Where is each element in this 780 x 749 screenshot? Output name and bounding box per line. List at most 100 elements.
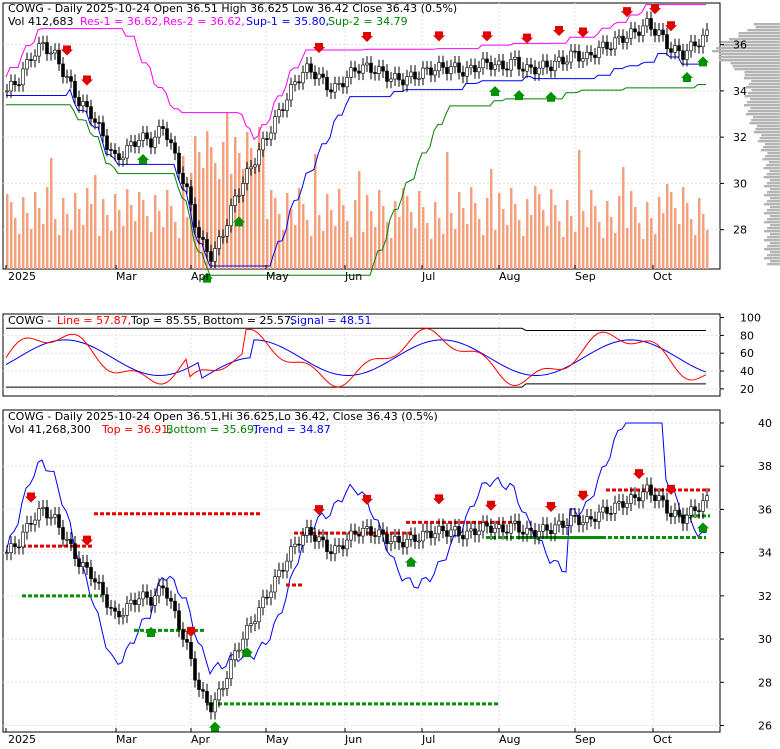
candle-body [609, 513, 613, 515]
volume-bar [306, 220, 309, 269]
candle-body [493, 64, 497, 70]
candle-body [317, 73, 321, 80]
volume-bar [210, 147, 213, 269]
candle-body [505, 531, 509, 534]
profile-bar [720, 41, 780, 44]
candle-body [281, 569, 285, 572]
x-tick-label: 2025 [8, 270, 36, 283]
candle-body [353, 530, 357, 535]
volume-bar [434, 202, 437, 269]
volume-bar [102, 199, 105, 269]
profile-bar [768, 161, 780, 164]
candle-body [521, 531, 525, 535]
volume-bar [106, 215, 109, 269]
down-arrow [61, 45, 73, 56]
candle-body [221, 235, 225, 238]
candle-body [425, 67, 429, 70]
volume-bar [554, 205, 557, 269]
volume-bar [482, 235, 485, 269]
volume-bar [78, 209, 81, 269]
profile-bar [770, 251, 780, 254]
candle-body [577, 515, 581, 526]
volume-bar [266, 219, 269, 269]
profile-bar [729, 38, 780, 41]
volume-bar [326, 194, 329, 269]
candle-body [357, 533, 361, 537]
profile-bar [764, 248, 780, 251]
candle-body [573, 515, 577, 517]
profile-bar [753, 131, 780, 134]
profile-bar [744, 71, 780, 74]
volume-bar [566, 200, 569, 269]
volume-bar [498, 193, 501, 269]
volume-bar [678, 224, 681, 269]
candle-body [9, 543, 13, 553]
candle-body [217, 688, 221, 701]
res2-label: Res-2 = 36.62, [163, 15, 245, 28]
candle-body [505, 68, 509, 71]
candle-body [465, 67, 469, 77]
candle-body [89, 567, 93, 580]
candle-body [537, 67, 541, 75]
candle-body [201, 237, 205, 240]
y-tick-label: 26 [758, 720, 772, 733]
volume-bar [570, 216, 573, 269]
candle-body [205, 239, 209, 252]
candle-body [433, 533, 437, 539]
volume-bar [370, 211, 373, 269]
volume-bar [110, 231, 113, 269]
profile-bar [753, 23, 780, 26]
candle-body [121, 157, 125, 160]
y-tick-label: 34 [733, 85, 747, 98]
candle-body [697, 45, 701, 48]
candle-body [481, 522, 485, 532]
candle-body [117, 153, 121, 160]
candle-body [209, 251, 213, 262]
candle-body [193, 658, 197, 681]
candle-body [613, 37, 617, 50]
candle-body [165, 587, 169, 599]
oscillator-bottom-line [6, 383, 706, 388]
candle-body [417, 540, 421, 543]
x-tick-label: Jul [421, 733, 435, 745]
candle-body [653, 29, 657, 36]
candle-body [629, 494, 633, 504]
volume-bar [582, 211, 585, 269]
candle-body [321, 73, 325, 78]
candle-body [673, 509, 677, 517]
volume-bar [462, 208, 465, 269]
candle-body [525, 64, 529, 72]
candle-body [585, 516, 589, 523]
x-tick-label: Jun [344, 270, 362, 283]
candle-body [385, 533, 389, 544]
candle-body [237, 649, 241, 652]
candle-body [453, 526, 457, 531]
candle-body [677, 509, 681, 516]
down-arrow [521, 33, 533, 44]
candle-body [409, 71, 413, 77]
candle-body [413, 71, 417, 80]
up-arrow [201, 272, 213, 283]
candle-body [153, 136, 157, 148]
y-tick-label: 40 [740, 365, 754, 378]
volume-bar [386, 222, 389, 269]
x-tick-label: Aug [499, 733, 520, 745]
candle-body [57, 514, 61, 528]
candle-body [137, 598, 141, 605]
profile-bar [762, 146, 780, 149]
volume-bar [634, 207, 637, 269]
candle-body [273, 116, 277, 134]
candle-body [309, 63, 313, 73]
price-candles [5, 11, 709, 269]
candle-body [485, 522, 489, 527]
profile-bar [747, 110, 780, 113]
candle-body [429, 530, 433, 539]
candle-body [689, 41, 693, 52]
profile-bar [763, 194, 780, 197]
candle-body [133, 141, 137, 147]
candle-body [297, 543, 301, 546]
volume-bar [654, 234, 657, 269]
candle-body [509, 59, 513, 71]
volume-bar [154, 195, 157, 269]
